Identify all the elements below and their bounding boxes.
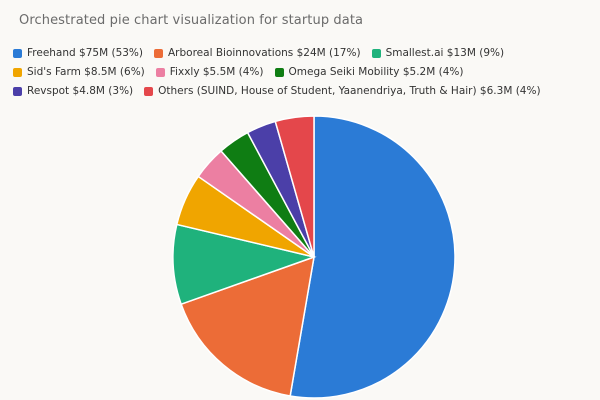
pie-slice[interactable]	[274, 115, 315, 258]
legend-item[interactable]: Smallest.ai $13M (9%)	[371, 47, 505, 59]
legend-item[interactable]: Arboreal Bioinnovations $24M (17%)	[154, 47, 361, 59]
legend-swatch	[13, 67, 22, 77]
legend-label: Others (SUIND, House of Student, Yaanend…	[158, 85, 541, 97]
pie-slice[interactable]	[289, 115, 456, 399]
chart-title: Orchestrated pie chart visualization for…	[19, 13, 364, 28]
legend-label: Smallest.ai $13M (9%)	[385, 47, 505, 59]
legend-item[interactable]: Omega Seiki Mobility $5.2M (4%)	[274, 66, 464, 78]
legend-swatch	[274, 67, 284, 77]
legend-label: Freehand $75M (53%)	[27, 47, 143, 59]
legend-item[interactable]: Fixxly $5.5M (4%)	[155, 66, 264, 78]
legend-swatch	[13, 48, 22, 58]
legend-label: Revspot $4.8M (3%)	[27, 85, 134, 97]
legend-swatch	[371, 48, 381, 58]
legend-label: Sid's Farm $8.5M (6%)	[27, 66, 145, 78]
legend-swatch	[144, 86, 154, 96]
legend-label: Arboreal Bioinnovations $24M (17%)	[168, 47, 361, 59]
chart-legend: Freehand $75M (53%) Arboreal Bioinnovatio…	[13, 47, 593, 97]
legend-swatch	[155, 67, 165, 77]
pie-slice[interactable]	[172, 223, 317, 306]
legend-label: Fixxly $5.5M (4%)	[169, 66, 264, 78]
legend-item[interactable]: Sid's Farm $8.5M (6%)	[13, 66, 145, 78]
legend-label: Omega Seiki Mobility $5.2M (4%)	[288, 66, 464, 78]
legend-swatch	[13, 86, 22, 96]
legend-item[interactable]: Revspot $4.8M (3%)	[13, 85, 133, 97]
legend-swatch	[154, 48, 163, 58]
pie-slice[interactable]	[180, 255, 315, 397]
legend-item[interactable]: Freehand $75M (53%)	[13, 47, 143, 59]
legend-item[interactable]: Others (SUIND, House of Student, Yaanend…	[144, 85, 541, 97]
